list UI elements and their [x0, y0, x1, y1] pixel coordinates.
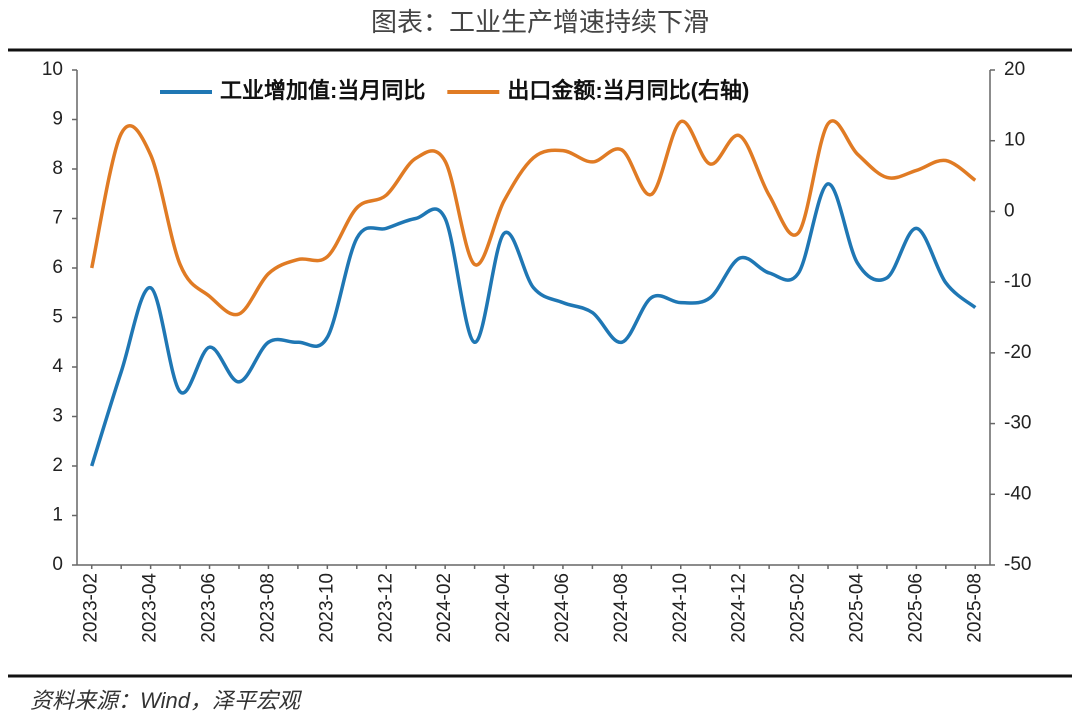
x-tick-label: 2023-04 — [140, 573, 161, 643]
x-tick-label: 2023-02 — [81, 573, 102, 643]
x-tick-label: 2025-08 — [964, 573, 985, 643]
line-series — [90, 119, 977, 317]
chart-title: 图表：工业生产增速持续下滑 — [371, 7, 709, 37]
x-tick-label: 2024-08 — [611, 573, 632, 643]
y-tick-label: 0 — [52, 554, 63, 575]
source: 资料来源：Wind，泽平宏观 — [30, 688, 303, 713]
y-tick-label: 5 — [52, 307, 63, 328]
y-tick-label: 6 — [52, 257, 63, 278]
x-tick-label: 2024-12 — [729, 573, 750, 643]
y-tick-label: 1 — [52, 505, 63, 526]
x-tick-label: 2024-04 — [493, 573, 514, 643]
x-tick-label: 2023-12 — [375, 573, 396, 643]
y2-tick-label: -40 — [1004, 483, 1031, 504]
y-tick-label: 9 — [52, 109, 63, 130]
y-tick-label: 10 — [42, 59, 63, 80]
x-tick-label: 2023-06 — [199, 573, 220, 643]
x-tick-label: 2025-04 — [846, 573, 867, 643]
y2-tick-label: -30 — [1004, 413, 1031, 434]
y2-tick-label: 0 — [1004, 200, 1015, 221]
line-series — [90, 182, 977, 467]
legend-label: 工业增加值:当月同比 — [220, 78, 425, 103]
x-tick-label: 2025-06 — [905, 573, 926, 643]
x-tick-label: 2024-10 — [670, 573, 691, 643]
y-tick-label: 7 — [52, 208, 63, 229]
y-tick-label: 4 — [52, 356, 63, 377]
y2-tick-label: -50 — [1004, 554, 1031, 575]
x-tick-label: 2023-10 — [316, 573, 337, 643]
x-tick-label: 2025-02 — [788, 573, 809, 643]
y-tick-label: 3 — [52, 406, 63, 427]
x-tick-label: 2024-06 — [552, 573, 573, 643]
y-tick-label: 2 — [52, 455, 63, 476]
y-tick-label: 8 — [52, 158, 63, 179]
y2-tick-label: 10 — [1004, 130, 1025, 151]
y2-tick-label: -10 — [1004, 271, 1031, 292]
y2-tick-label: -20 — [1004, 342, 1031, 363]
x-tick-label: 2024-02 — [434, 573, 455, 643]
x-tick-label: 2023-08 — [257, 573, 278, 643]
y2-tick-label: 20 — [1004, 59, 1025, 80]
legend-label: 出口金额:当月同比(右轴) — [507, 78, 749, 103]
